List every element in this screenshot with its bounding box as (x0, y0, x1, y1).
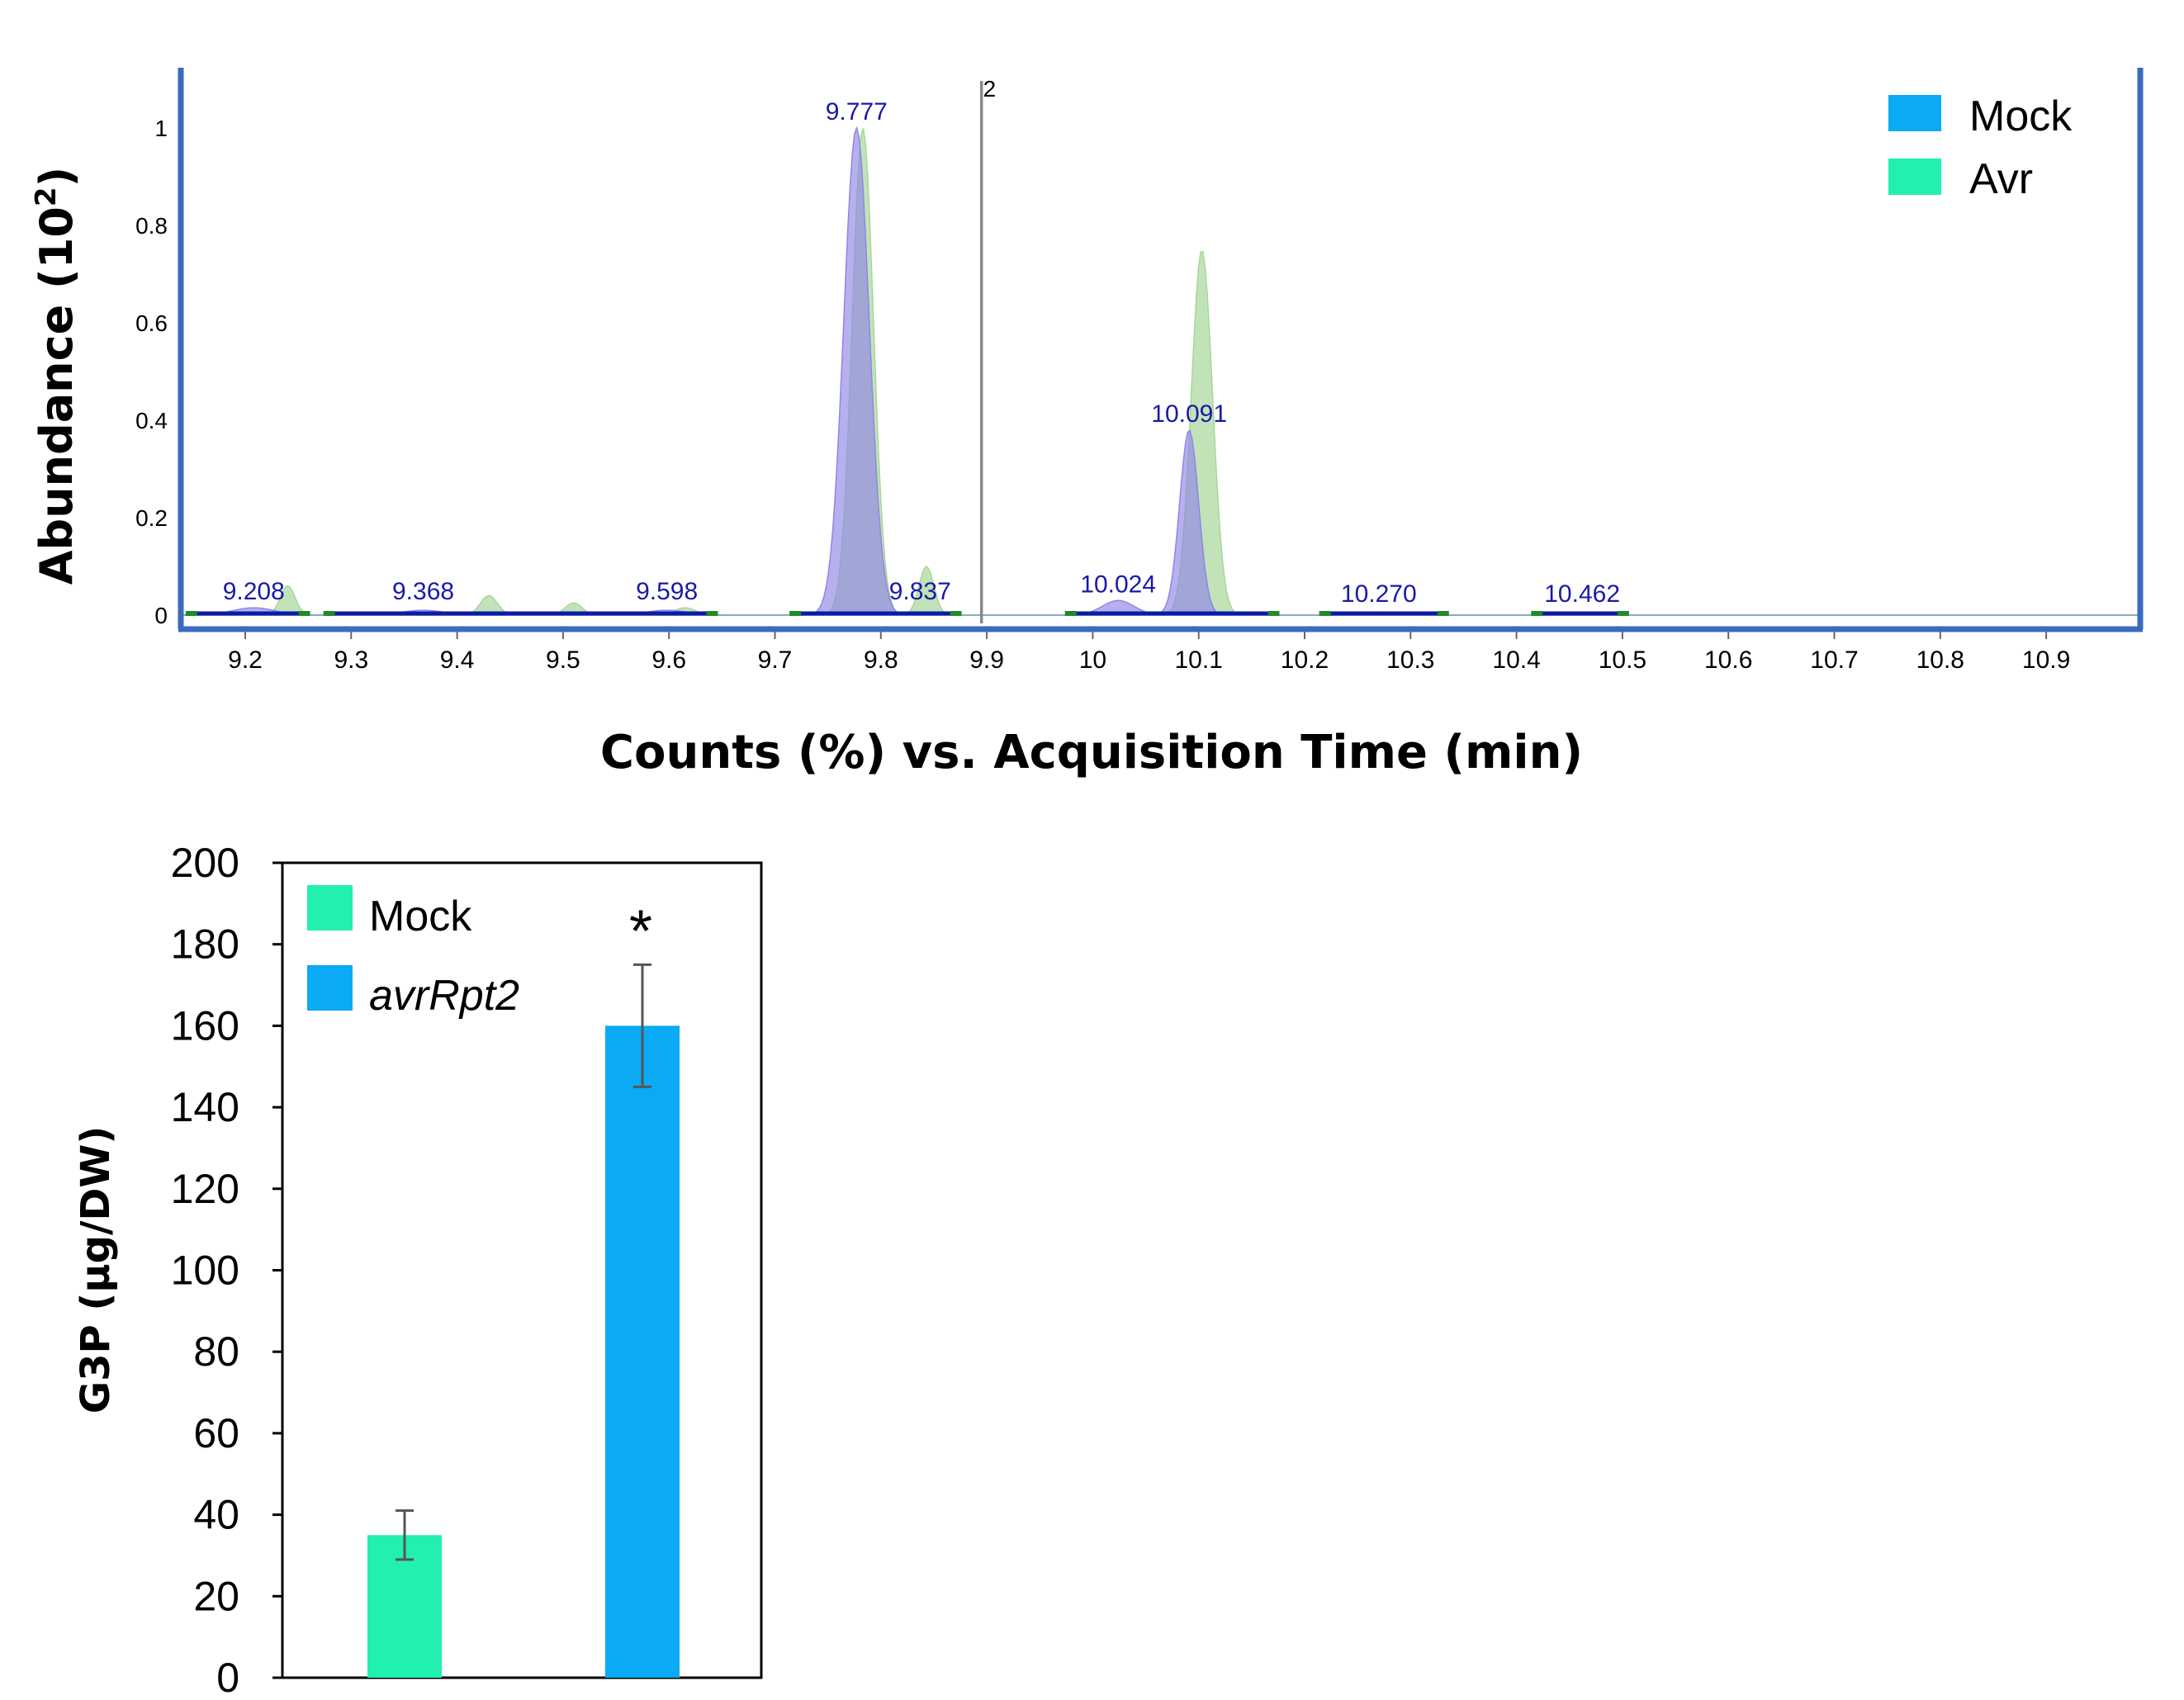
integration-endpoint (185, 611, 197, 616)
bar-chart-frame (281, 861, 763, 1679)
integration-endpoint (1437, 611, 1449, 616)
integration-endpoint (950, 611, 962, 616)
time-marker: 2 (979, 76, 997, 623)
bar-y-tick-label: 180 (171, 921, 239, 968)
peak-label: 10.270 (1341, 580, 1417, 608)
x-tick-label: 10.5 (1599, 646, 1646, 674)
x-tick-label: 9.8 (864, 646, 898, 674)
bar-legend-swatch-avrrpt2 (307, 965, 353, 1011)
x-tick-label: 10.9 (2022, 646, 2070, 674)
peak-label: 10.462 (1544, 580, 1620, 608)
y-tick-label: 0.4 (135, 408, 168, 433)
x-tick-label: 10.6 (1704, 646, 1752, 674)
bar-y-tick-label: 40 (193, 1492, 239, 1538)
series-area-mock (182, 125, 2142, 616)
peak-label: 10.091 (1151, 400, 1227, 428)
integration-endpoint (1064, 611, 1077, 616)
y-axis-label: Abundance (102) (30, 167, 83, 585)
peak-label: 9.777 (826, 98, 888, 125)
peak-label: 9.368 (392, 578, 454, 605)
bar-y-tick-label: 120 (171, 1166, 239, 1212)
legend-label-mock: Mock (1969, 92, 2073, 140)
error-bars (396, 963, 651, 1561)
x-tick-label: 9.9 (969, 646, 1004, 674)
integration-endpoint (1267, 611, 1280, 616)
series-area-avr (182, 128, 2142, 616)
bars (367, 1025, 680, 1678)
integration-endpoint (706, 611, 718, 616)
x-tick-label: 10.4 (1492, 646, 1540, 674)
peak-label: 9.208 (223, 578, 285, 605)
y-axis-label-close: ) (31, 167, 83, 187)
chromatogram-frame (178, 68, 2144, 632)
x-axis-label: Counts (%) vs. Acquisition Time (min) (600, 726, 1583, 779)
y-tick-label: 0 (154, 603, 168, 628)
x-tick-label: 10 (1079, 646, 1106, 674)
integration-endpoint (1319, 611, 1331, 616)
bar-legend-swatch-mock (307, 885, 353, 931)
peak-label: 9.598 (636, 578, 698, 605)
integration-endpoint (323, 611, 335, 616)
integration-endpoint (298, 611, 310, 616)
peak-labels: 9.208 9.368 9.598 9.777 9.837 10.024 10.091 10.… (223, 98, 1620, 608)
legend-label-avr: Avr (1969, 155, 2033, 203)
bar-y-tick-label: 160 (171, 1002, 239, 1049)
time-marker-label: 2 (983, 76, 997, 102)
x-tick-label: 9.6 (651, 646, 686, 674)
x-tick-label: 9.5 (546, 646, 580, 674)
bar-y-tick-label: 60 (193, 1410, 239, 1456)
bar-legend-label-avrrpt2: avrRpt2 (369, 972, 519, 1020)
bar-y-tick-label: 140 (171, 1084, 239, 1130)
x-tick-label: 9.3 (334, 646, 368, 674)
x-tick-label: 10.3 (1386, 646, 1434, 674)
integration-segments (185, 611, 1629, 616)
significance-star: * (629, 898, 652, 964)
chromatogram-plot-area (181, 125, 2142, 616)
chromatogram-chart: 2 9.2 9.3 9.4 9.5 9.6 9.7 9.8 9.9 10 10.1 10.2 10.3… (30, 68, 2144, 779)
y-axis-ticks: 0 0.2 0.4 0.6 0.8 1 (135, 116, 168, 628)
x-tick-label: 9.2 (228, 646, 263, 674)
bar-y-tick-label: 80 (193, 1328, 239, 1375)
x-tick-label: 10.1 (1175, 646, 1223, 674)
y-axis-label-main: Abundance (10 (31, 206, 83, 585)
x-tick-label: 10.2 (1281, 646, 1329, 674)
peak-label: 10.024 (1080, 571, 1156, 598)
bar-y-tick-label: 0 (216, 1655, 239, 1700)
bar-legend: Mock avrRpt2 (307, 885, 519, 1020)
bar-y-tick-label: 100 (171, 1248, 239, 1294)
bar-y-axis-label: G3P (µg/DW) (73, 1126, 119, 1414)
bar-y-axis-ticks: 0 20 40 60 80 100 120 140 160 180 200 (171, 840, 282, 1700)
x-tick-label: 9.7 (758, 646, 793, 674)
y-tick-label: 1 (154, 116, 168, 141)
legend-swatch-avr (1888, 159, 1941, 195)
integration-endpoint (1531, 611, 1543, 616)
chromatogram-legend: Mock Avr (1888, 92, 2073, 203)
x-axis-ticks: 9.2 9.3 9.4 9.5 9.6 9.7 9.8 9.9 10 10.1 10.2 10.3 10… (228, 632, 2070, 674)
bar-chart: 0 20 40 60 80 100 120 140 160 180 200 * G3P (µg/DW… (73, 840, 763, 1700)
y-tick-label: 0.8 (135, 213, 168, 239)
bar-y-tick-label: 200 (171, 840, 239, 886)
x-tick-label: 9.4 (440, 646, 475, 674)
bar-y-tick-label: 20 (193, 1573, 239, 1619)
x-tick-label: 10.8 (1916, 646, 1964, 674)
integration-endpoint (1617, 611, 1629, 616)
y-tick-label: 0.2 (135, 505, 168, 531)
y-axis-label-sup: 2 (30, 187, 63, 206)
significance-marks: * (629, 898, 652, 964)
peak-label: 9.837 (889, 578, 951, 605)
bar-avrrpt2 (605, 1025, 680, 1678)
legend-swatch-mock (1888, 95, 1941, 131)
x-tick-label: 10.7 (1810, 646, 1858, 674)
integration-endpoint (789, 611, 802, 616)
y-tick-label: 0.6 (135, 310, 168, 336)
bar-legend-label-mock: Mock (369, 893, 472, 940)
